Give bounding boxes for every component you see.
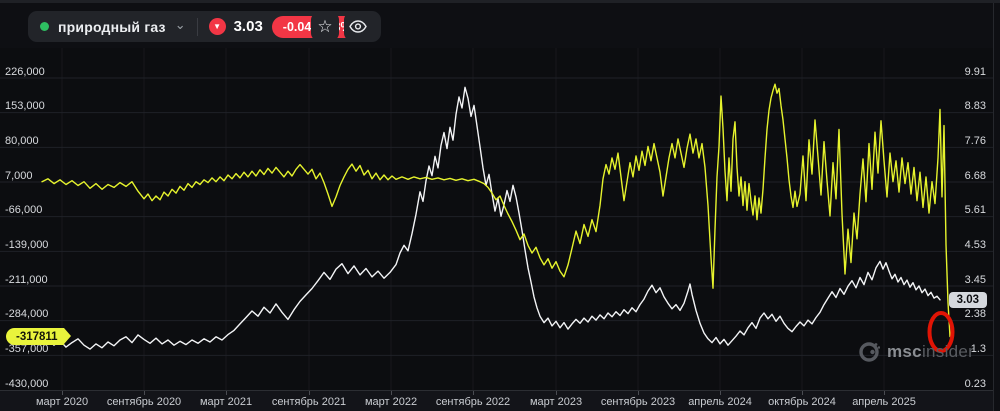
x-axis-tick: [802, 391, 803, 395]
left-axis-label: 7,000: [5, 169, 33, 182]
x-axis-label: октябрь 2024: [768, 396, 836, 408]
x-axis-strip[interactable]: март 2020 сентябрь 2020 март 2021 сентябрь …: [0, 390, 993, 411]
right-axis-label: 8.83: [964, 100, 986, 113]
last-price: 3.03: [233, 18, 263, 35]
x-axis-label: сентябрь 2020: [106, 396, 182, 408]
x-axis-label: сентябрь 2022: [435, 396, 511, 408]
x-axis-tick: [720, 391, 721, 395]
left-axis-label: 153,000: [5, 100, 45, 113]
direction-down-icon: ▼: [208, 18, 226, 35]
x-axis-tick: [144, 391, 145, 395]
left-axis-label: -357,000: [5, 342, 49, 355]
x-axis-label: апрель 2025: [852, 396, 916, 408]
yellow-series-value-badge: -317811: [6, 328, 71, 346]
annotation-circle: [927, 311, 955, 353]
right-axis-label: 7.76: [964, 134, 986, 147]
watermark: mscinsider: [858, 341, 974, 363]
x-axis-label: март 2022: [364, 396, 418, 408]
toolbar: природный газ ⌄ ▼ 3.03 -0.04 (-1.3%) ☆: [0, 3, 1000, 48]
right-axis-label: 5.61: [964, 204, 986, 217]
symbol-name: природный газ: [58, 18, 166, 35]
x-axis-label: апрель 2024: [688, 396, 752, 408]
x-axis-label: март 2023: [529, 396, 583, 408]
left-axis-label: -139,000: [5, 238, 49, 251]
watermark-logo-icon: [859, 342, 880, 362]
x-axis-tick: [62, 391, 63, 395]
chevron-down-icon[interactable]: ⌄: [174, 17, 186, 32]
visibility-button[interactable]: [344, 12, 372, 41]
x-axis-tick: [884, 391, 885, 395]
left-axis-label: 226,000: [5, 65, 45, 78]
right-axis-label: 9.91: [964, 65, 986, 78]
right-axis-label: 6.68: [964, 169, 986, 182]
right-axis-label: 1.3: [970, 342, 986, 355]
right-edge-panel: [993, 3, 1000, 411]
left-axis-label: -66,000: [5, 204, 43, 217]
x-axis-label: сентябрь 2021: [271, 396, 347, 408]
symbol-status-dot-icon: [40, 22, 49, 31]
right-axis-label: 0.23: [964, 377, 986, 390]
price-value-badge: 3.03: [948, 291, 987, 308]
right-axis-label: 4.53: [964, 238, 986, 251]
left-axis-label: -430,000: [5, 377, 49, 390]
x-axis-tick: [473, 391, 474, 395]
left-axis-label: 80,000: [5, 134, 39, 147]
left-axis-label: -211,000: [5, 273, 48, 286]
star-icon: ☆: [317, 17, 333, 36]
x-axis-tick: [226, 391, 227, 395]
left-axis-label: -284,000: [5, 308, 49, 321]
watermark-text: mscinsider: [887, 342, 975, 361]
x-axis-tick: [556, 391, 557, 395]
eye-icon: [349, 20, 367, 33]
white-price-line: [41, 86, 941, 350]
divider: [196, 17, 198, 36]
right-axis-label: 3.45: [964, 273, 986, 286]
x-axis-label: март 2020: [35, 396, 89, 408]
yellow-indicator-line: [41, 83, 951, 338]
right-axis-label: 2.38: [964, 308, 986, 321]
x-axis-tick: [638, 391, 639, 395]
x-axis-tick: [309, 391, 310, 395]
x-axis-label: март 2021: [199, 396, 253, 408]
x-axis-label: сентябрь 2023: [600, 396, 676, 408]
favorite-button[interactable]: ☆: [311, 12, 339, 41]
x-axis-tick: [391, 391, 392, 395]
top-edge-strip: [0, 0, 1000, 3]
